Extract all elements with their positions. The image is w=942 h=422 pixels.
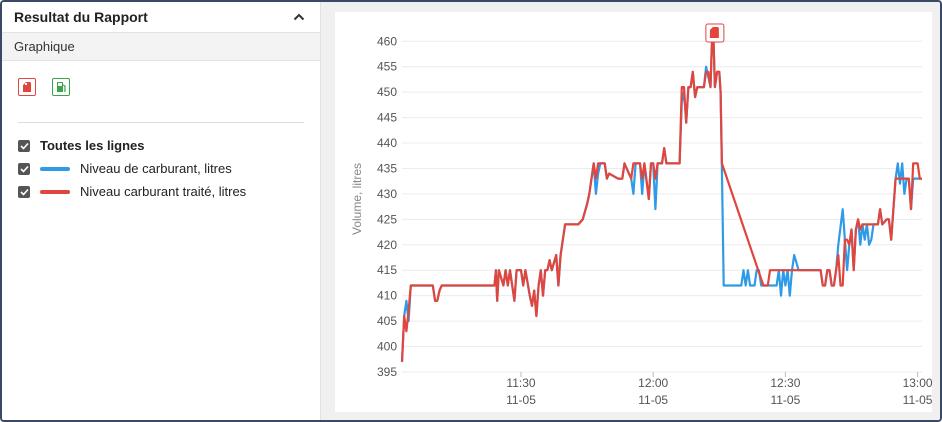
- x-tick-time: 12:00: [638, 376, 668, 390]
- all-lines-label: Toutes les lignes: [40, 138, 145, 153]
- chart-area: 395 400 405 410 415 420 425 430 435 440 445 450 455 4…: [320, 2, 940, 420]
- event-icons: [18, 78, 70, 96]
- chart-card: 395 400 405 410 415 420 425 430 435 440 445 450 455 4…: [335, 12, 933, 412]
- y-tick-label: 435: [377, 161, 397, 175]
- y-tick-label: 415: [377, 263, 397, 277]
- x-tick-time: 13:00: [903, 376, 932, 390]
- subtitle-label: Graphique: [14, 39, 75, 54]
- x-tick-date: 11-05: [903, 393, 932, 407]
- fuel-drain-glyph: [709, 27, 719, 38]
- x-tick-time: 12:30: [770, 376, 800, 390]
- y-tick-label: 430: [377, 187, 397, 201]
- legend-item-processed-fuel[interactable]: Niveau carburant traité, litres: [18, 180, 246, 203]
- fuel-level-swatch: [40, 166, 70, 171]
- fuel-level-label: Niveau de carburant, litres: [80, 161, 232, 176]
- left-panel: Resultat du Rapport Graphique Toutes les…: [2, 2, 320, 420]
- x-tick-date: 11-05: [770, 393, 800, 407]
- y-tick-label: 445: [377, 111, 397, 125]
- y-tick-label: 460: [377, 34, 397, 48]
- fuel-station-icon[interactable]: [52, 78, 70, 96]
- y-axis-label: Volume, litres: [350, 163, 364, 235]
- all-lines-checkbox[interactable]: [18, 139, 30, 152]
- processed-fuel-label: Niveau carburant traité, litres: [80, 184, 247, 199]
- y-tick-label: 455: [377, 60, 397, 74]
- panel-title: Resultat du Rapport: [14, 9, 148, 25]
- processed-fuel-swatch: [40, 189, 70, 194]
- y-tick-label: 420: [377, 238, 397, 252]
- y-tick-label: 395: [377, 365, 397, 379]
- panel-header[interactable]: Resultat du Rapport: [2, 2, 320, 33]
- x-tick-date: 11-05: [638, 393, 668, 407]
- series-line-processed-fuel: [400, 24, 922, 362]
- y-tick-label: 425: [377, 212, 397, 226]
- y-tick-label: 410: [377, 289, 397, 303]
- legend-all-lines[interactable]: Toutes les lignes: [18, 134, 246, 157]
- legend-item-fuel-level[interactable]: Niveau de carburant, litres: [18, 157, 246, 180]
- y-tick-label: 405: [377, 314, 397, 328]
- panel-subtitle[interactable]: Graphique: [2, 33, 320, 61]
- chevron-up-icon[interactable]: [292, 10, 306, 24]
- y-tick-label: 450: [377, 85, 397, 99]
- x-tick-time: 11:30: [506, 376, 535, 390]
- y-tick-label: 440: [377, 136, 397, 150]
- y-tick-label: 400: [377, 340, 397, 354]
- divider: [18, 122, 304, 123]
- fuel-level-checkbox[interactable]: [18, 162, 30, 175]
- fuel-chart[interactable]: 395 400 405 410 415 420 425 430 435 440 445 450 455 4…: [335, 12, 933, 412]
- legend: Toutes les lignes Niveau de carburant, l…: [18, 134, 246, 203]
- processed-fuel-checkbox[interactable]: [18, 185, 30, 198]
- x-tick-date: 11-05: [506, 393, 536, 407]
- fuel-drain-icon[interactable]: [18, 78, 36, 96]
